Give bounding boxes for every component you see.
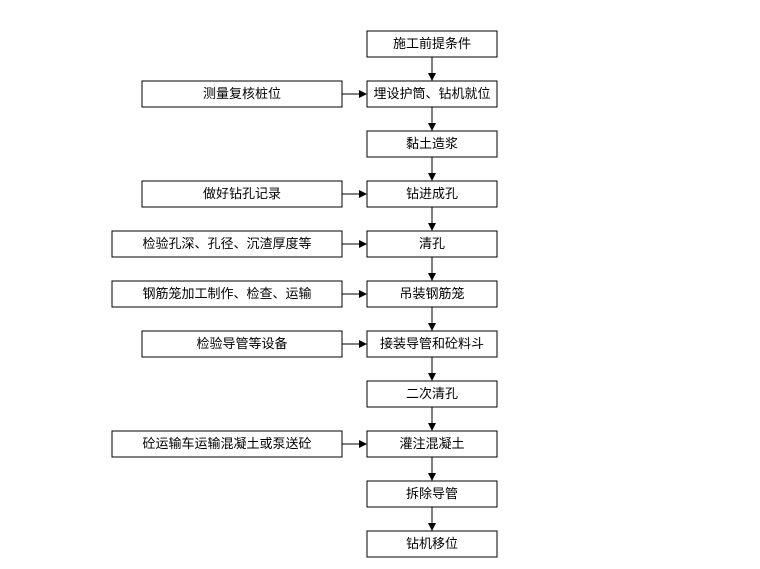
node-label: 检验导管等设备 [196,336,287,351]
node-s7: 检验导管等设备 [142,331,342,357]
node-n9: 灌注混凝土 [367,431,497,457]
arrow-right [342,440,367,448]
node-label: 检验孔深、孔径、沉渣厚度等 [142,236,311,251]
node-label: 钻机移位 [406,536,458,551]
node-s5: 检验孔深、孔径、沉渣厚度等 [112,231,342,257]
node-label: 灌注混凝土 [399,436,464,451]
arrow-right [342,290,367,298]
node-n5: 清孔 [367,231,497,257]
node-label: 拆除导管 [406,486,458,501]
node-label: 二次清孔 [406,386,458,401]
arrow-down [428,57,436,81]
arrow-right [342,240,367,248]
arrow-down [428,257,436,281]
arrow-down [428,307,436,331]
node-label: 施工前提条件 [393,36,471,51]
node-label: 测量复核桩位 [203,86,281,101]
node-n8: 二次清孔 [367,381,497,407]
node-n6: 吊装钢筋笼 [367,281,497,307]
node-label: 砼运输车运输混凝土或泵送砼 [142,436,311,451]
arrow-down [428,157,436,181]
arrow-down [428,407,436,431]
node-n1: 施工前提条件 [367,31,497,57]
node-s2: 测量复核桩位 [142,81,342,107]
node-n7: 接装导管和砼料斗 [367,331,497,357]
flowchart: 施工前提条件埋设护筒、钻机就位黏土造浆钻进成孔清孔吊装钢筋笼接装导管和砼料斗二次… [0,0,760,569]
node-n2: 埋设护筒、钻机就位 [367,81,497,107]
arrow-down [428,207,436,231]
node-s6: 钢筋笼加工制作、检查、运输 [112,281,342,307]
arrow-down [428,357,436,381]
node-label: 黏土造浆 [406,136,458,151]
node-label: 接装导管和砼料斗 [380,336,484,351]
arrow-right [342,190,367,198]
arrow-right [342,90,367,98]
arrow-down [428,457,436,481]
node-label: 钻进成孔 [406,186,458,201]
arrow-down [428,507,436,531]
node-n11: 钻机移位 [367,531,497,557]
node-n10: 拆除导管 [367,481,497,507]
node-n4: 钻进成孔 [367,181,497,207]
node-label: 清孔 [419,236,445,251]
arrow-right [342,340,367,348]
node-label: 埋设护筒、钻机就位 [373,86,490,101]
arrow-down [428,107,436,131]
node-s4: 做好钻孔记录 [142,181,342,207]
node-label: 钢筋笼加工制作、检查、运输 [142,286,311,301]
node-s9: 砼运输车运输混凝土或泵送砼 [112,431,342,457]
node-n3: 黏土造浆 [367,131,497,157]
node-label: 做好钻孔记录 [203,186,281,201]
node-label: 吊装钢筋笼 [399,286,464,301]
